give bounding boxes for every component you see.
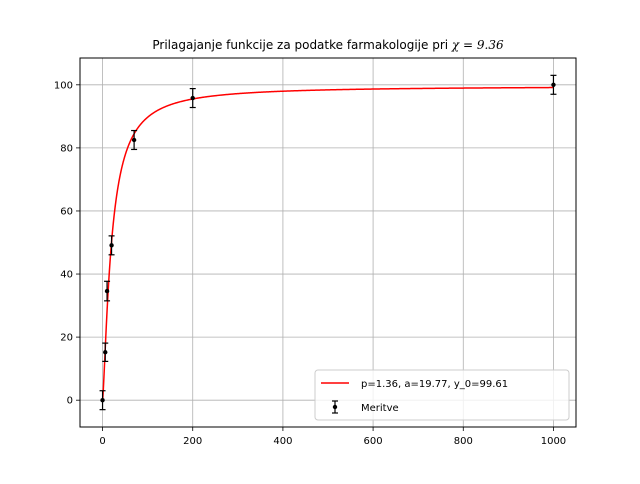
measurement-point	[189, 87, 196, 109]
measurement-point	[550, 74, 557, 95]
x-tick-label: 1000	[541, 436, 566, 447]
axes-frame	[79, 57, 577, 428]
x-tick-label: 600	[364, 436, 383, 447]
axis-ticks: 0 200 400 600 800 1000 0 20 40 60 80 100	[54, 80, 566, 447]
x-tick-label: 0	[99, 436, 105, 447]
legend-fit-label: p=1.36, a=19.77, y_0=99.61	[361, 379, 508, 390]
y-tick-label: 80	[60, 143, 73, 154]
measurement-point	[102, 342, 109, 362]
y-tick-label: 40	[60, 270, 73, 281]
x-tick-label: 800	[454, 436, 473, 447]
legend-point-marker	[332, 404, 338, 410]
measurement-points	[99, 74, 557, 411]
y-tick-label: 100	[54, 80, 73, 91]
measurement-point	[108, 235, 115, 256]
y-tick-label: 0	[67, 396, 73, 407]
data-point	[103, 350, 108, 355]
legend-measurements-label: Meritve	[361, 403, 399, 414]
data-point	[190, 95, 195, 101]
chart-title: Prilagajanje funkcije za podatke farmako…	[152, 38, 504, 52]
legend: p=1.36, a=19.77, y_0=99.61 Meritve	[314, 369, 570, 421]
legend-box	[314, 369, 570, 421]
y-tick-label: 20	[60, 333, 73, 344]
measurement-point	[99, 390, 106, 411]
data-point	[104, 288, 110, 294]
data-point	[131, 137, 137, 143]
chart-title-text: Prilagajanje funkcije za podatke farmako…	[152, 38, 448, 52]
data-point	[109, 243, 114, 248]
data-point	[100, 397, 105, 403]
plot-area	[80, 58, 576, 427]
measurement-point	[131, 129, 138, 151]
x-tick-label: 200	[183, 436, 202, 447]
data-point	[551, 82, 556, 88]
measurement-point	[104, 280, 111, 302]
chart-title-math: χ = 9.36	[451, 38, 504, 52]
y-tick-label: 60	[60, 206, 73, 217]
x-tick-label: 400	[273, 436, 292, 447]
